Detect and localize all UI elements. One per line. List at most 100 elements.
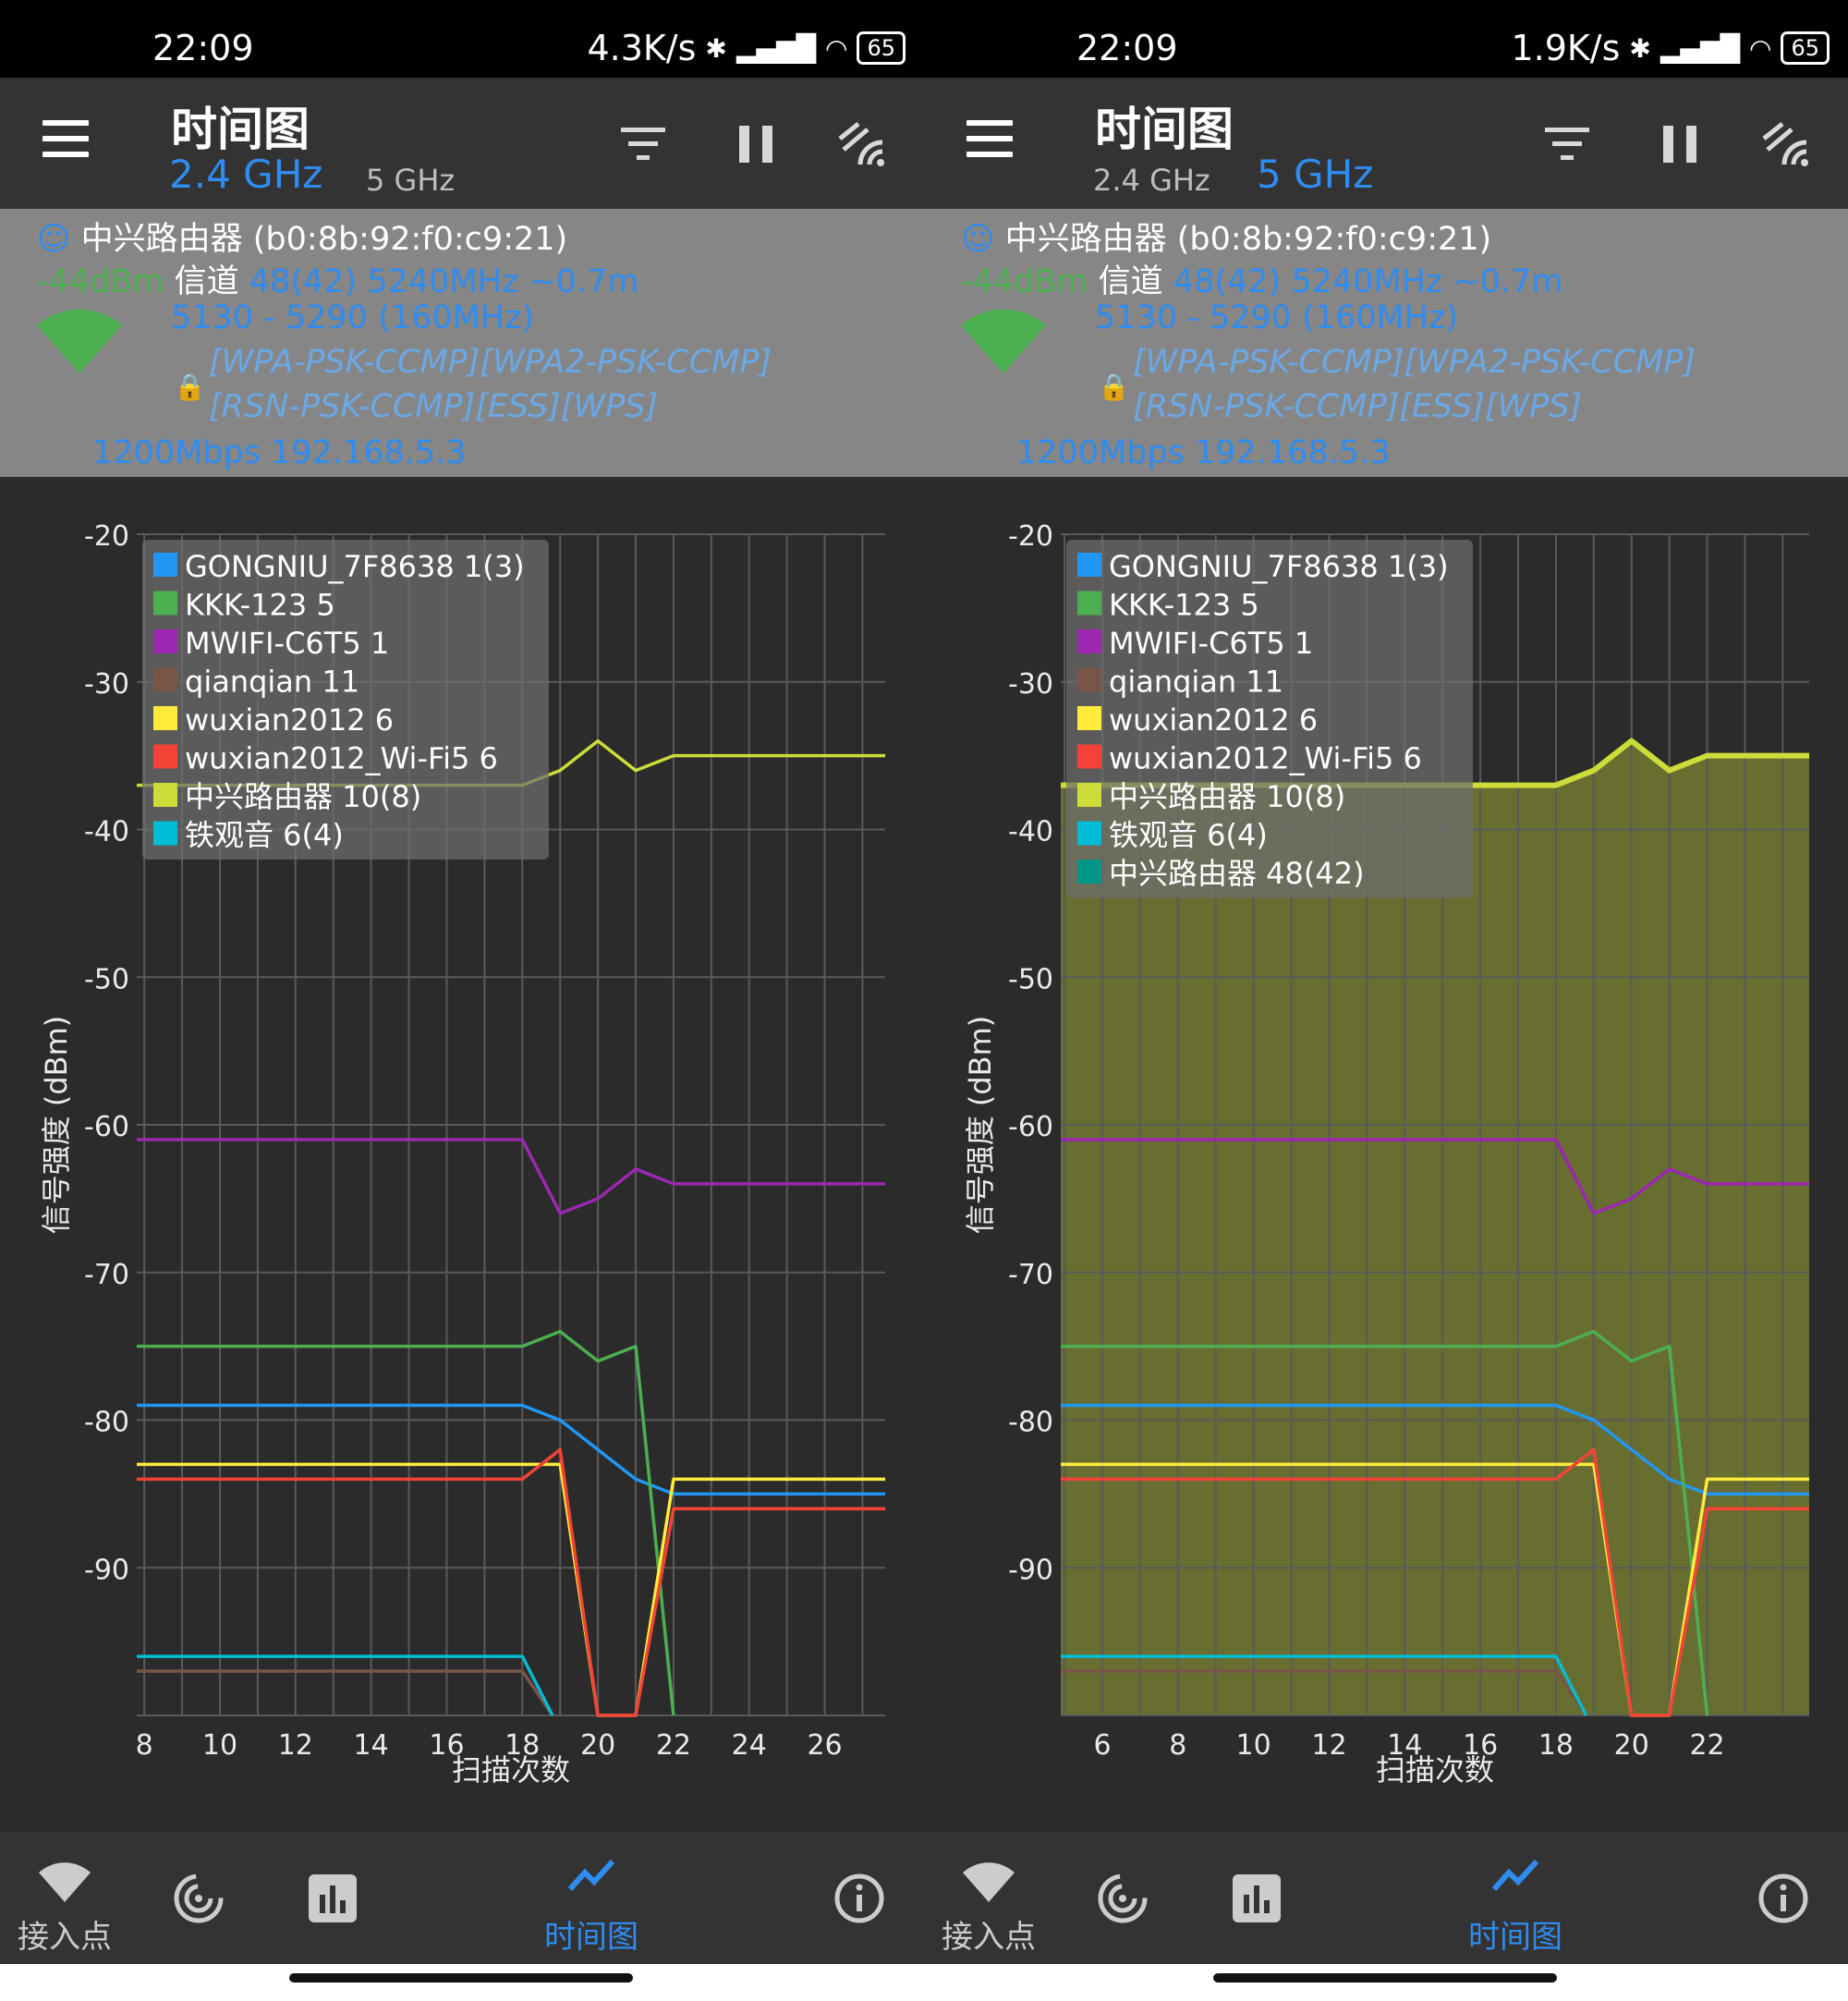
- page-title: 时间图: [1095, 103, 1234, 156]
- distance: ~0.7m: [529, 263, 639, 300]
- legend-swatch: [1077, 821, 1101, 846]
- frequency-range: 5130 - 5290 (160MHz): [1095, 299, 1459, 336]
- series-line: [1061, 1329, 1709, 1716]
- bluetooth-icon: ✱: [705, 32, 727, 64]
- nav-item-about[interactable]: [813, 1832, 906, 1964]
- tab-5ghz[interactable]: 5 GHz: [366, 163, 456, 198]
- nav-item-access-points[interactable]: 接入点: [0, 1832, 129, 1964]
- y-tick-label: -80: [84, 1407, 129, 1439]
- y-tick-label: -40: [84, 816, 129, 848]
- y-tick-label: -30: [1008, 668, 1053, 701]
- nav-item-channel-graph[interactable]: [286, 1832, 379, 1964]
- channel-label: 信道: [174, 263, 239, 300]
- pause-icon[interactable]: [730, 118, 782, 170]
- x-tick-label: 8: [1169, 1729, 1186, 1762]
- legend-label: qianqian 11: [1109, 665, 1283, 700]
- legend-label: wuxian2012_Wi-Fi5 6: [1109, 741, 1422, 776]
- security-line-1: [WPA-PSK-CCMP][WPA2-PSK-CCMP]: [209, 344, 772, 381]
- connection-info[interactable]: ☺ 中兴路由器 (b0:8b:92:f0:c9:21) -44dBm 信道 48…: [0, 209, 924, 477]
- y-tick-label: -70: [1008, 1259, 1053, 1291]
- legend-swatch: [153, 591, 177, 616]
- time-graph-chart[interactable]: -20 -30 -40 -50 -60 -70 -80 -90 6 8 10 12 14 16 18 20 22…: [924, 477, 1848, 1832]
- page-title: 时间图: [171, 103, 310, 156]
- wifi-strength-icon: [961, 309, 1046, 373]
- security-line-2: [RSN-PSK-CCMP][ESS][WPS]: [209, 388, 659, 425]
- clock: 22:09: [1076, 28, 1178, 68]
- series-line: [137, 1403, 885, 1496]
- app-bar: 时间图 2.4 GHz 5 GHz: [0, 78, 924, 209]
- legend-swatch: [153, 667, 177, 692]
- speed-ip: 1200Mbps 192.168.5.3: [1016, 434, 1391, 471]
- x-tick-label: 10: [1236, 1729, 1271, 1762]
- x-tick-label: 6: [1093, 1729, 1111, 1762]
- nav-item-access-points[interactable]: 接入点: [924, 1832, 1053, 1964]
- nav-item-channel-graph[interactable]: [1210, 1832, 1303, 1964]
- connected-icon: ☺: [37, 221, 71, 258]
- nav-item-time-graph[interactable]: 时间图: [527, 1832, 656, 1964]
- network-speed: 4.3K/s: [587, 28, 697, 68]
- legend-swatch: [1077, 860, 1101, 884]
- legend-swatch: [1077, 629, 1101, 653]
- pause-icon[interactable]: [1654, 118, 1706, 170]
- tab-2-4ghz[interactable]: 2.4 GHz: [1093, 163, 1210, 198]
- home-indicator[interactable]: [924, 1964, 1848, 2001]
- y-tick-label: -40: [1008, 816, 1053, 848]
- legend-label: KKK-123 5: [1109, 588, 1259, 623]
- legend-label: MWIFI-C6T5 1: [185, 626, 389, 661]
- time-graph-svg: -20 -30 -40 -50 -60 -70 -80 -90 6 8 10 12 14 16 18 20 22…: [963, 520, 1809, 1787]
- legend-swatch: [153, 629, 177, 653]
- channel-value: 48(42): [249, 263, 358, 300]
- x-tick-label: 12: [278, 1729, 313, 1762]
- frequency: 5240MHz: [1291, 263, 1443, 300]
- connection-ssid-row: ☺ 中兴路由器 (b0:8b:92:f0:c9:21): [37, 213, 567, 260]
- home-indicator[interactable]: [0, 1964, 924, 2001]
- menu-icon[interactable]: [967, 120, 1013, 159]
- time-graph-chart[interactable]: -20 -30 -40 -50 -60 -70 -80 -90 8 10 12 14 16 18 20 22 2…: [0, 477, 924, 1832]
- nav-item-time-graph[interactable]: 时间图: [1451, 1832, 1580, 1964]
- y-tick-label: -50: [84, 963, 129, 995]
- wifi-scan-icon[interactable]: [1760, 118, 1812, 170]
- legend-label: 中兴路由器 10(8): [1109, 779, 1345, 814]
- x-tick-label: 14: [1387, 1729, 1422, 1762]
- nav-item-channel-rating[interactable]: [152, 1832, 245, 1964]
- bottom-navigation: 接入点 时间图: [0, 1832, 924, 1964]
- nav-label-time-graph: 时间图: [1468, 1919, 1562, 1956]
- x-tick-label: 20: [1614, 1729, 1649, 1762]
- y-tick-label: -50: [1008, 963, 1053, 995]
- legend-box: [142, 540, 549, 860]
- legend-label: wuxian2012 6: [185, 702, 394, 738]
- nav-item-about[interactable]: [1737, 1832, 1830, 1964]
- wifi-scan-icon[interactable]: [836, 118, 888, 170]
- legend-label: GONGNIU_7F8638 1(3): [1109, 549, 1449, 584]
- legend-label: GONGNIU_7F8638 1(3): [185, 549, 525, 584]
- legend-swatch: [1077, 706, 1101, 730]
- legend-label: 铁观音 6(4): [1109, 818, 1268, 853]
- x-tick-label: 12: [1311, 1729, 1346, 1762]
- x-tick-label: 16: [429, 1729, 464, 1762]
- status-bar: 22:09 4.3K/s ✱ ▂▄▆█ ◠ 65: [0, 0, 924, 78]
- x-axis-title: 扫描次数: [452, 1752, 570, 1787]
- filter-icon[interactable]: [617, 118, 669, 170]
- tab-2-4ghz[interactable]: 2.4 GHz: [169, 152, 323, 197]
- legend-label: 铁观音 6(4): [185, 818, 344, 853]
- bottom-navigation: 接入点 时间图: [924, 1832, 1848, 1964]
- channel-label: 信道: [1098, 263, 1163, 300]
- connection-info[interactable]: ☺ 中兴路由器 (b0:8b:92:f0:c9:21) -44dBm 信道 48…: [924, 209, 1848, 477]
- x-tick-label: 16: [1463, 1729, 1498, 1762]
- y-tick-label: -90: [84, 1554, 129, 1586]
- status-bar: 22:09 1.9K/s ✱ ▂▄▆█ ◠ 65: [924, 0, 1848, 78]
- series-line: [137, 1462, 885, 1717]
- x-tick-label: 20: [580, 1729, 615, 1762]
- nav-label-time-graph: 时间图: [544, 1919, 638, 1956]
- wifi-status-icon: ◠: [825, 32, 848, 64]
- menu-icon[interactable]: [43, 120, 89, 159]
- connection-signal-row: -44dBm 信道 48(42) 5240MHz ~0.7m: [961, 255, 1563, 302]
- y-axis-title: 信号强度 (dBm): [39, 1016, 74, 1235]
- tab-5ghz[interactable]: 5 GHz: [1257, 152, 1374, 197]
- nav-item-channel-rating[interactable]: [1076, 1832, 1169, 1964]
- x-tick-label: 22: [1689, 1729, 1724, 1762]
- series-line: [1061, 1669, 1588, 1716]
- channel-rating-icon: [1098, 1873, 1148, 1923]
- x-tick-label: 26: [807, 1729, 842, 1762]
- filter-icon[interactable]: [1541, 118, 1593, 170]
